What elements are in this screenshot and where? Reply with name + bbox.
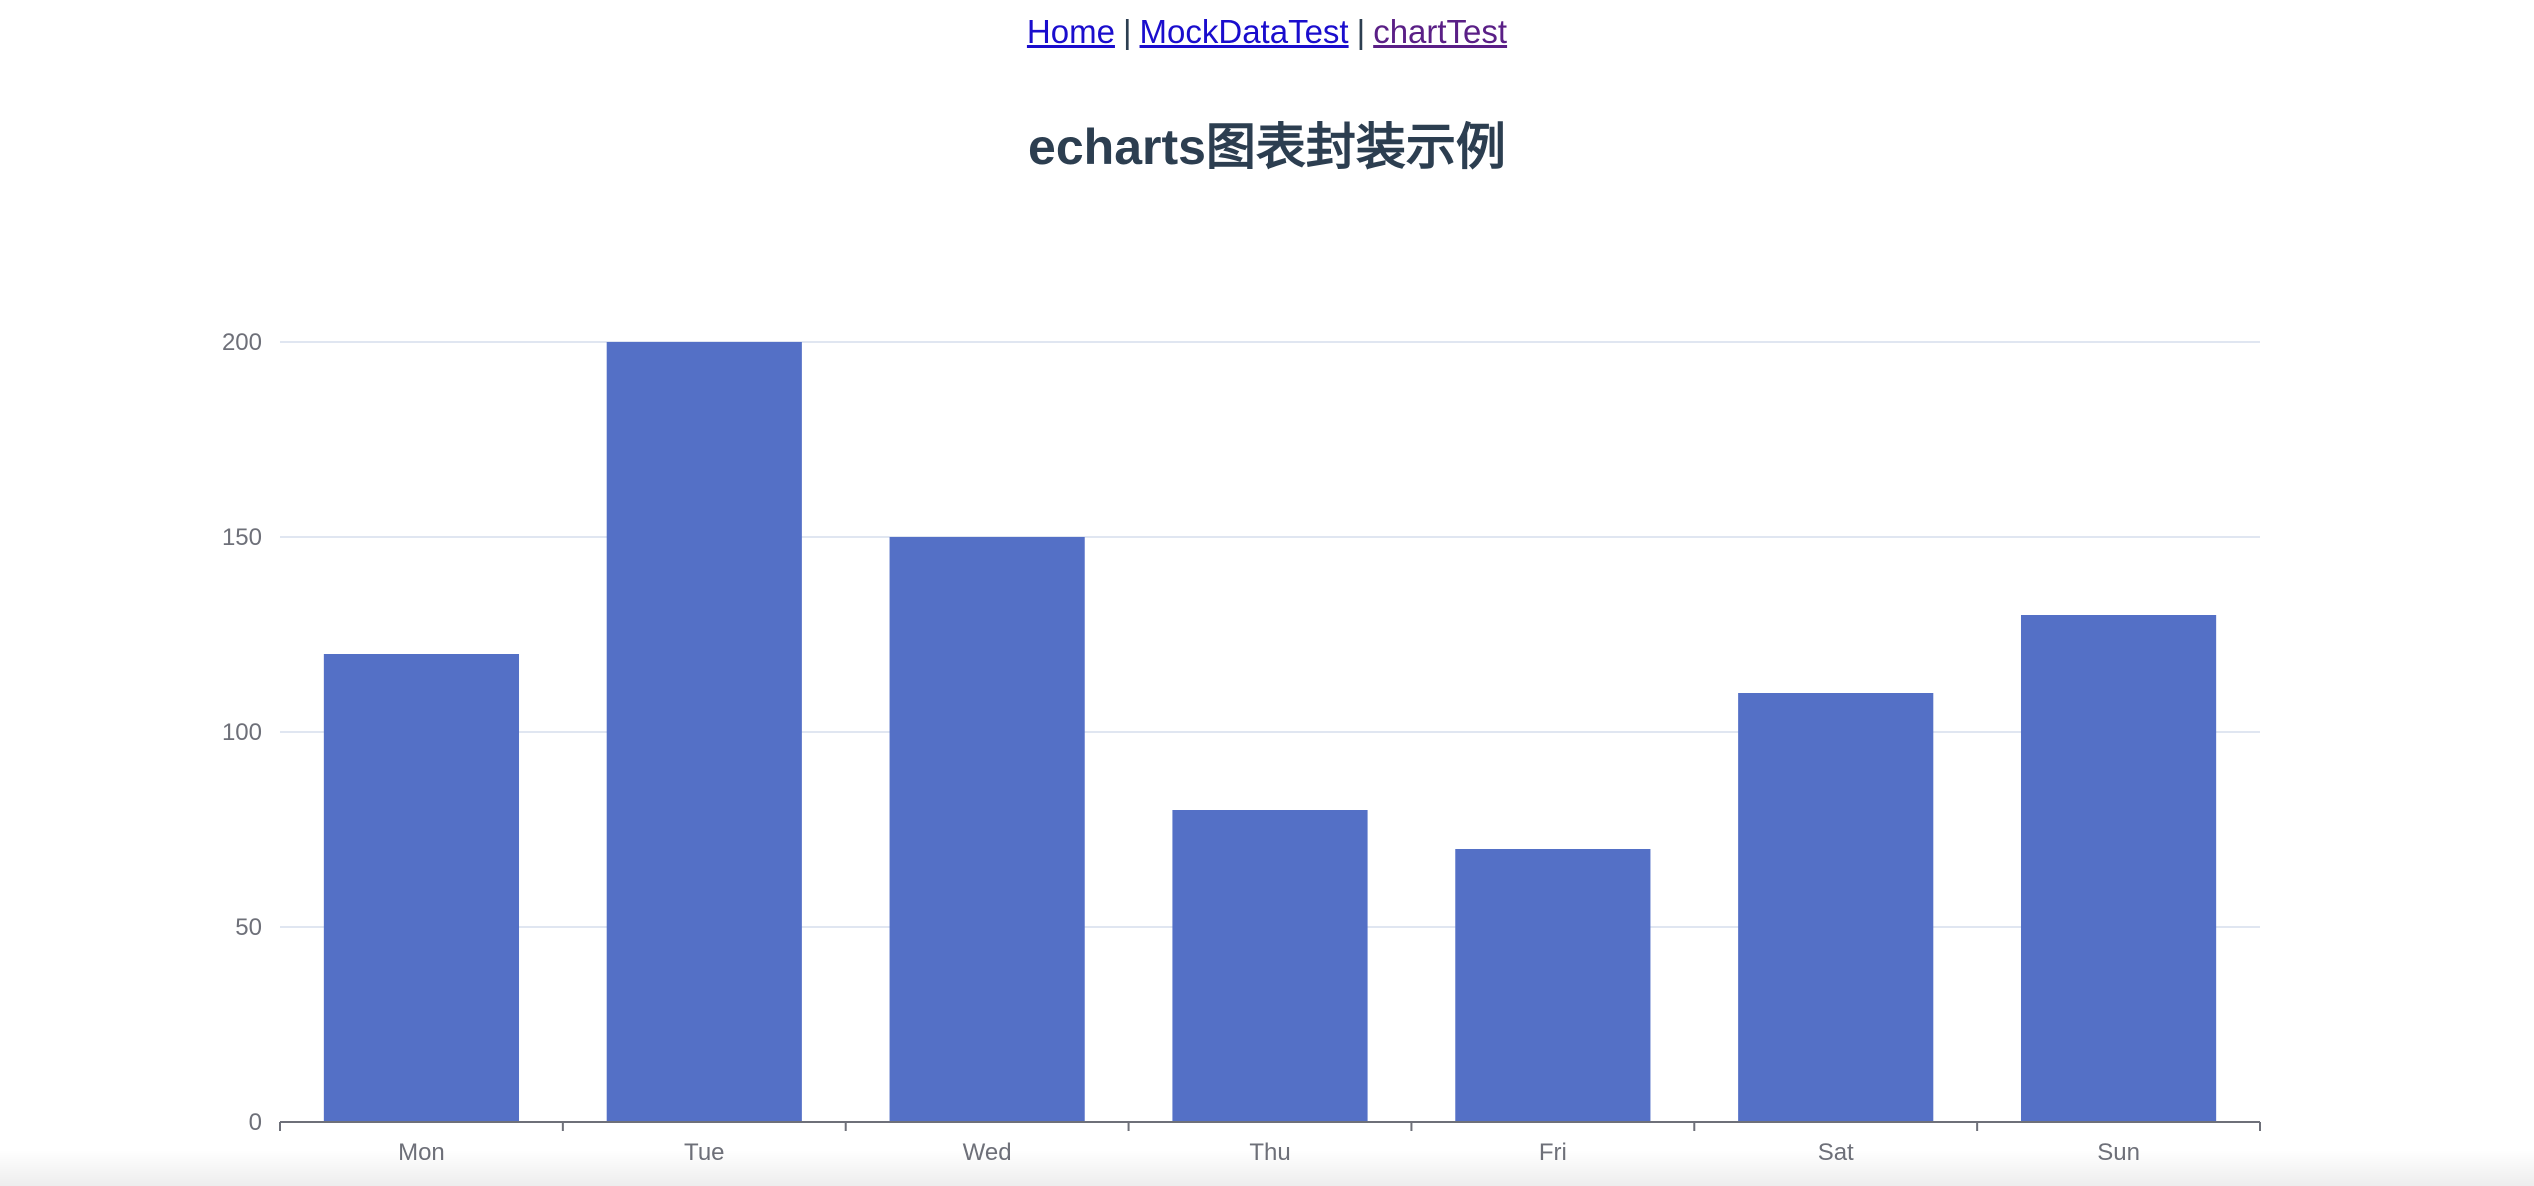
x-tick-label: Tue — [684, 1139, 724, 1166]
nav-separator: | — [1122, 13, 1132, 50]
page-title: echarts图表封装示例 — [1028, 119, 1506, 175]
bar-tue — [606, 342, 802, 1122]
x-tick-label: Sun — [2097, 1139, 2140, 1166]
y-tick-label: 0 — [249, 1109, 262, 1136]
x-tick-label: Sat — [1818, 1139, 1854, 1166]
top-nav: Home | MockDataTest | chartTest — [0, 10, 2534, 54]
bottom-shadow — [0, 1150, 2534, 1186]
x-tick-label: Thu — [1249, 1139, 1290, 1166]
bar-fri — [1455, 849, 1651, 1122]
y-tick-label: 100 — [222, 719, 262, 746]
nav-link-home[interactable]: Home — [1026, 13, 1115, 50]
x-tick-label: Wed — [963, 1139, 1012, 1166]
x-tick-label: Mon — [398, 1139, 445, 1166]
nav-link-mockdatatest[interactable]: MockDataTest — [1139, 13, 1349, 50]
nav-link-charttest[interactable]: chartTest — [1373, 13, 1508, 50]
y-tick-label: 200 — [222, 329, 262, 356]
nav-separator: | — [1356, 13, 1366, 50]
y-tick-label: 150 — [222, 524, 262, 551]
bar-sat — [1738, 693, 1934, 1122]
x-tick-label: Fri — [1539, 1139, 1567, 1166]
bar-thu — [1172, 810, 1368, 1122]
bar-sun — [2020, 615, 2217, 1122]
y-tick-label: 50 — [235, 914, 262, 941]
bar-wed — [889, 537, 1085, 1122]
bar-mon — [323, 654, 520, 1122]
